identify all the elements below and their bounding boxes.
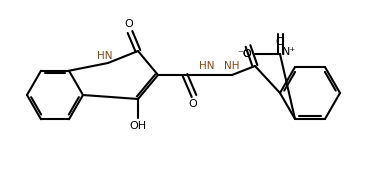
- Text: HN: HN: [199, 61, 215, 71]
- Text: N⁺: N⁺: [282, 47, 296, 57]
- Text: HN: HN: [97, 51, 113, 61]
- Text: ⁻O: ⁻O: [238, 49, 252, 59]
- Text: O: O: [125, 19, 134, 29]
- Text: NH: NH: [224, 61, 240, 71]
- Text: O: O: [243, 49, 252, 59]
- Text: O: O: [188, 99, 197, 109]
- Text: OH: OH: [129, 121, 147, 131]
- Text: O: O: [276, 37, 284, 47]
